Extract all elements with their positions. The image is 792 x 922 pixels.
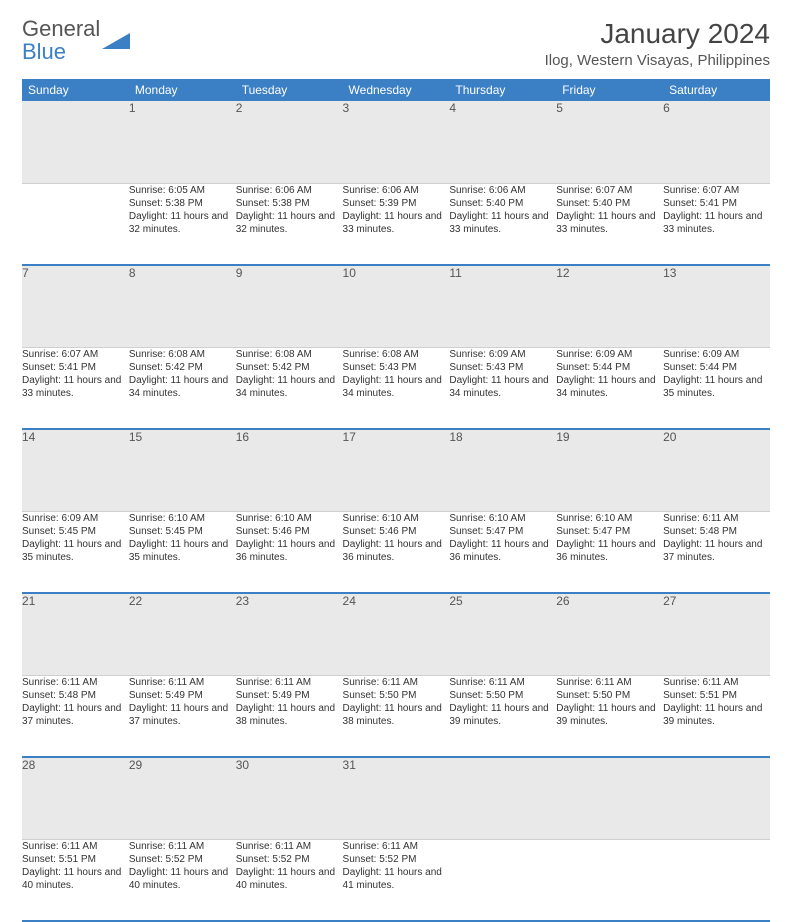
day-cell: Sunrise: 6:11 AMSunset: 5:52 PMDaylight:… bbox=[129, 839, 236, 921]
day-number: 19 bbox=[556, 429, 663, 511]
day-number bbox=[22, 101, 129, 183]
day-cell: Sunrise: 6:09 AMSunset: 5:45 PMDaylight:… bbox=[22, 511, 129, 593]
weekday-header: Wednesday bbox=[343, 79, 450, 101]
day-content-row: Sunrise: 6:05 AMSunset: 5:38 PMDaylight:… bbox=[22, 183, 770, 265]
day-number: 28 bbox=[22, 757, 129, 839]
day-number: 7 bbox=[22, 265, 129, 347]
day-cell: Sunrise: 6:11 AMSunset: 5:51 PMDaylight:… bbox=[22, 839, 129, 921]
day-cell bbox=[22, 183, 129, 265]
day-cell: Sunrise: 6:11 AMSunset: 5:48 PMDaylight:… bbox=[22, 675, 129, 757]
day-number: 3 bbox=[343, 101, 450, 183]
brand-triangle-icon bbox=[102, 29, 132, 53]
page-title: January 2024 bbox=[545, 18, 770, 50]
day-cell bbox=[663, 839, 770, 921]
day-number-row: 123456 bbox=[22, 101, 770, 183]
day-cell: Sunrise: 6:06 AMSunset: 5:40 PMDaylight:… bbox=[449, 183, 556, 265]
brand-word2: Blue bbox=[22, 39, 66, 64]
weekday-header: Sunday bbox=[22, 79, 129, 101]
day-number: 10 bbox=[343, 265, 450, 347]
location-text: Ilog, Western Visayas, Philippines bbox=[545, 52, 770, 69]
brand-word1: General bbox=[22, 16, 100, 41]
day-cell: Sunrise: 6:10 AMSunset: 5:47 PMDaylight:… bbox=[556, 511, 663, 593]
day-cell: Sunrise: 6:09 AMSunset: 5:44 PMDaylight:… bbox=[663, 347, 770, 429]
day-cell: Sunrise: 6:09 AMSunset: 5:43 PMDaylight:… bbox=[449, 347, 556, 429]
header: General Blue January 2024 Ilog, Western … bbox=[22, 18, 770, 75]
day-cell: Sunrise: 6:11 AMSunset: 5:49 PMDaylight:… bbox=[236, 675, 343, 757]
day-cell: Sunrise: 6:07 AMSunset: 5:40 PMDaylight:… bbox=[556, 183, 663, 265]
weekday-header: Saturday bbox=[663, 79, 770, 101]
day-cell: Sunrise: 6:11 AMSunset: 5:52 PMDaylight:… bbox=[343, 839, 450, 921]
day-content-row: Sunrise: 6:09 AMSunset: 5:45 PMDaylight:… bbox=[22, 511, 770, 593]
day-number: 21 bbox=[22, 593, 129, 675]
day-number bbox=[449, 757, 556, 839]
day-cell: Sunrise: 6:06 AMSunset: 5:39 PMDaylight:… bbox=[343, 183, 450, 265]
weekday-header: Friday bbox=[556, 79, 663, 101]
day-cell bbox=[449, 839, 556, 921]
day-cell: Sunrise: 6:08 AMSunset: 5:43 PMDaylight:… bbox=[343, 347, 450, 429]
day-number: 27 bbox=[663, 593, 770, 675]
day-number: 25 bbox=[449, 593, 556, 675]
day-cell: Sunrise: 6:11 AMSunset: 5:51 PMDaylight:… bbox=[663, 675, 770, 757]
brand-logo: General Blue bbox=[22, 18, 132, 64]
day-number: 12 bbox=[556, 265, 663, 347]
day-cell: Sunrise: 6:06 AMSunset: 5:38 PMDaylight:… bbox=[236, 183, 343, 265]
day-cell: Sunrise: 6:11 AMSunset: 5:50 PMDaylight:… bbox=[343, 675, 450, 757]
day-number: 31 bbox=[343, 757, 450, 839]
day-number: 9 bbox=[236, 265, 343, 347]
day-number: 30 bbox=[236, 757, 343, 839]
day-number-row: 28293031 bbox=[22, 757, 770, 839]
day-cell: Sunrise: 6:11 AMSunset: 5:50 PMDaylight:… bbox=[556, 675, 663, 757]
day-number: 23 bbox=[236, 593, 343, 675]
day-cell: Sunrise: 6:11 AMSunset: 5:50 PMDaylight:… bbox=[449, 675, 556, 757]
day-cell: Sunrise: 6:10 AMSunset: 5:45 PMDaylight:… bbox=[129, 511, 236, 593]
day-cell: Sunrise: 6:08 AMSunset: 5:42 PMDaylight:… bbox=[129, 347, 236, 429]
day-cell: Sunrise: 6:10 AMSunset: 5:46 PMDaylight:… bbox=[343, 511, 450, 593]
day-number bbox=[556, 757, 663, 839]
day-number-row: 21222324252627 bbox=[22, 593, 770, 675]
day-number: 2 bbox=[236, 101, 343, 183]
day-cell: Sunrise: 6:11 AMSunset: 5:52 PMDaylight:… bbox=[236, 839, 343, 921]
day-number: 22 bbox=[129, 593, 236, 675]
day-number: 24 bbox=[343, 593, 450, 675]
calendar-table: SundayMondayTuesdayWednesdayThursdayFrid… bbox=[22, 79, 770, 922]
day-cell: Sunrise: 6:08 AMSunset: 5:42 PMDaylight:… bbox=[236, 347, 343, 429]
day-content-row: Sunrise: 6:11 AMSunset: 5:51 PMDaylight:… bbox=[22, 839, 770, 921]
day-number: 13 bbox=[663, 265, 770, 347]
day-number: 15 bbox=[129, 429, 236, 511]
day-cell: Sunrise: 6:09 AMSunset: 5:44 PMDaylight:… bbox=[556, 347, 663, 429]
day-content-row: Sunrise: 6:07 AMSunset: 5:41 PMDaylight:… bbox=[22, 347, 770, 429]
title-block: January 2024 Ilog, Western Visayas, Phil… bbox=[545, 18, 770, 75]
day-number: 5 bbox=[556, 101, 663, 183]
day-cell: Sunrise: 6:10 AMSunset: 5:46 PMDaylight:… bbox=[236, 511, 343, 593]
day-number: 26 bbox=[556, 593, 663, 675]
day-number: 11 bbox=[449, 265, 556, 347]
day-number: 17 bbox=[343, 429, 450, 511]
day-number: 4 bbox=[449, 101, 556, 183]
day-content-row: Sunrise: 6:11 AMSunset: 5:48 PMDaylight:… bbox=[22, 675, 770, 757]
day-cell: Sunrise: 6:10 AMSunset: 5:47 PMDaylight:… bbox=[449, 511, 556, 593]
day-cell: Sunrise: 6:07 AMSunset: 5:41 PMDaylight:… bbox=[22, 347, 129, 429]
day-number: 29 bbox=[129, 757, 236, 839]
day-number: 14 bbox=[22, 429, 129, 511]
day-number: 8 bbox=[129, 265, 236, 347]
weekday-header-row: SundayMondayTuesdayWednesdayThursdayFrid… bbox=[22, 79, 770, 101]
day-number: 18 bbox=[449, 429, 556, 511]
day-number-row: 14151617181920 bbox=[22, 429, 770, 511]
weekday-header: Monday bbox=[129, 79, 236, 101]
day-number: 6 bbox=[663, 101, 770, 183]
weekday-header: Thursday bbox=[449, 79, 556, 101]
day-number bbox=[663, 757, 770, 839]
day-number-row: 78910111213 bbox=[22, 265, 770, 347]
day-number: 16 bbox=[236, 429, 343, 511]
day-cell: Sunrise: 6:05 AMSunset: 5:38 PMDaylight:… bbox=[129, 183, 236, 265]
day-cell: Sunrise: 6:11 AMSunset: 5:48 PMDaylight:… bbox=[663, 511, 770, 593]
day-cell: Sunrise: 6:07 AMSunset: 5:41 PMDaylight:… bbox=[663, 183, 770, 265]
day-number: 1 bbox=[129, 101, 236, 183]
weekday-header: Tuesday bbox=[236, 79, 343, 101]
day-cell: Sunrise: 6:11 AMSunset: 5:49 PMDaylight:… bbox=[129, 675, 236, 757]
day-cell bbox=[556, 839, 663, 921]
day-number: 20 bbox=[663, 429, 770, 511]
